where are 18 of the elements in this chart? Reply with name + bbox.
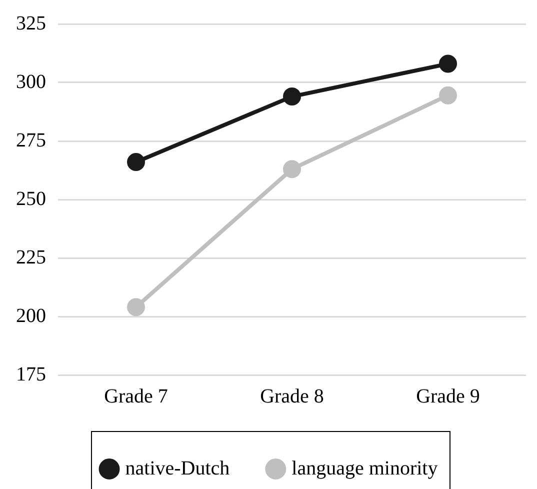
x-tick-label: Grade 9	[416, 385, 480, 408]
point	[439, 54, 457, 73]
y-tick-label: 225	[16, 246, 46, 268]
legend-label: language minority	[292, 457, 438, 480]
x-tick-label: Grade 7	[104, 385, 168, 408]
point	[439, 86, 457, 104]
point	[283, 88, 301, 106]
point	[127, 153, 145, 172]
x-tick-label: Grade 8	[260, 385, 324, 408]
y-tick-label: 250	[16, 188, 46, 210]
y-tick-label: 175	[16, 363, 46, 386]
point	[127, 298, 145, 316]
legend-label: native-Dutch	[125, 457, 230, 480]
y-tick-label: 300	[16, 70, 46, 93]
point	[283, 160, 301, 178]
y-tick-label: 200	[16, 304, 46, 327]
y-tick-label: 325	[16, 12, 46, 34]
y-tick-label: 275	[16, 129, 46, 152]
